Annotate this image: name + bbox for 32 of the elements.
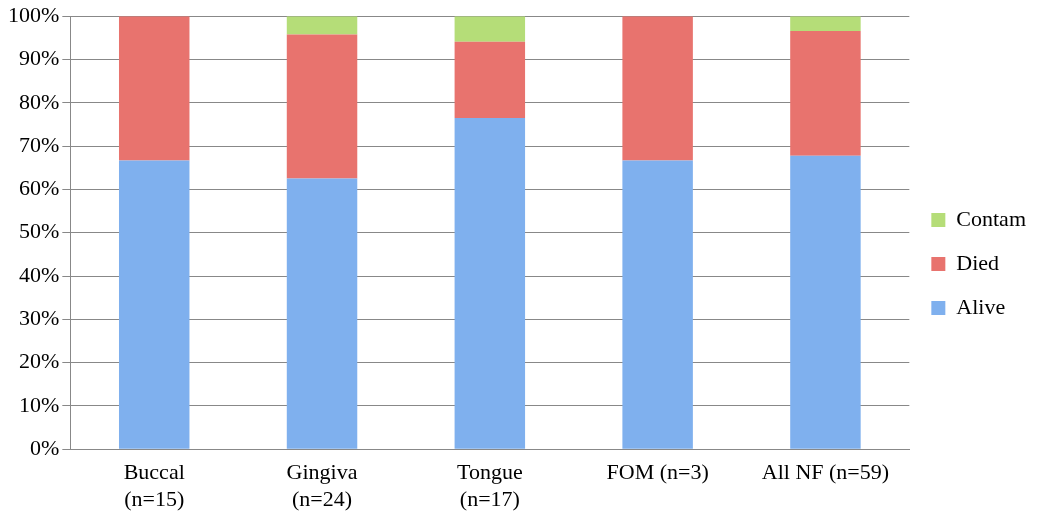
y-tick-label: 80% — [19, 88, 60, 114]
bar — [286, 16, 358, 35]
bar — [454, 41, 526, 118]
y-tick-label: 40% — [19, 261, 60, 287]
bar — [118, 16, 190, 161]
bar — [118, 160, 190, 449]
y-tick-label: 20% — [19, 348, 60, 374]
y-tick-label: 90% — [19, 45, 60, 71]
x-tick-label: Buccal (n=15) — [123, 459, 185, 511]
x-tick-label: FOM (n=3) — [606, 459, 709, 485]
y-tick-label: 10% — [19, 391, 60, 417]
bar — [454, 16, 526, 42]
x-tick-label: All NF (n=59) — [761, 459, 890, 485]
legend-label: Alive — [956, 293, 1006, 319]
y-tick-label: 50% — [19, 218, 60, 244]
x-tick-label: Gingiva (n=24) — [286, 459, 358, 511]
legend-label: Died — [956, 249, 1000, 275]
y-tick-label: 60% — [19, 175, 60, 201]
bar — [790, 30, 861, 156]
y-tick-label: 100% — [8, 1, 60, 27]
y-tick-label: 70% — [19, 131, 60, 157]
bar — [286, 178, 358, 449]
legend-label: Contam — [956, 205, 1027, 231]
bar — [790, 16, 861, 31]
bar — [286, 34, 358, 179]
bar — [622, 160, 693, 449]
bar — [454, 117, 526, 449]
y-tick-label: 30% — [19, 305, 60, 331]
y-tick-label: 0% — [30, 434, 60, 460]
x-tick-label: Tongue (n=17) — [457, 459, 523, 511]
bar — [790, 155, 861, 449]
bar — [622, 16, 693, 161]
